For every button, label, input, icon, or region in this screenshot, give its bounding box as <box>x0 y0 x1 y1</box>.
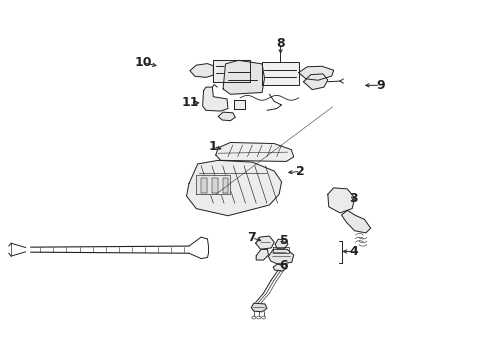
Text: 3: 3 <box>349 192 358 205</box>
Text: 1: 1 <box>209 140 218 153</box>
Polygon shape <box>216 143 294 161</box>
Polygon shape <box>222 178 228 193</box>
Polygon shape <box>273 247 289 253</box>
Text: 11: 11 <box>182 96 199 109</box>
Text: 6: 6 <box>280 259 288 272</box>
Text: 9: 9 <box>376 79 385 92</box>
Polygon shape <box>273 264 287 271</box>
Polygon shape <box>212 178 218 193</box>
Polygon shape <box>251 303 267 312</box>
Text: 7: 7 <box>247 231 256 244</box>
Text: 10: 10 <box>135 56 152 69</box>
Polygon shape <box>187 160 282 216</box>
Text: 8: 8 <box>276 37 285 50</box>
Text: 5: 5 <box>280 234 288 247</box>
Polygon shape <box>213 60 250 82</box>
Polygon shape <box>328 188 355 213</box>
Polygon shape <box>303 74 328 90</box>
Text: 4: 4 <box>350 245 359 258</box>
Polygon shape <box>256 236 274 249</box>
Polygon shape <box>256 249 269 260</box>
Polygon shape <box>275 239 288 249</box>
Polygon shape <box>342 210 371 233</box>
Polygon shape <box>269 249 294 265</box>
Polygon shape <box>190 64 213 77</box>
Text: 2: 2 <box>296 165 305 178</box>
Polygon shape <box>298 66 334 80</box>
Polygon shape <box>218 112 235 121</box>
Polygon shape <box>196 175 230 194</box>
Polygon shape <box>202 87 228 111</box>
Polygon shape <box>201 178 207 193</box>
Polygon shape <box>262 62 298 85</box>
Polygon shape <box>223 60 265 94</box>
Polygon shape <box>234 100 245 109</box>
